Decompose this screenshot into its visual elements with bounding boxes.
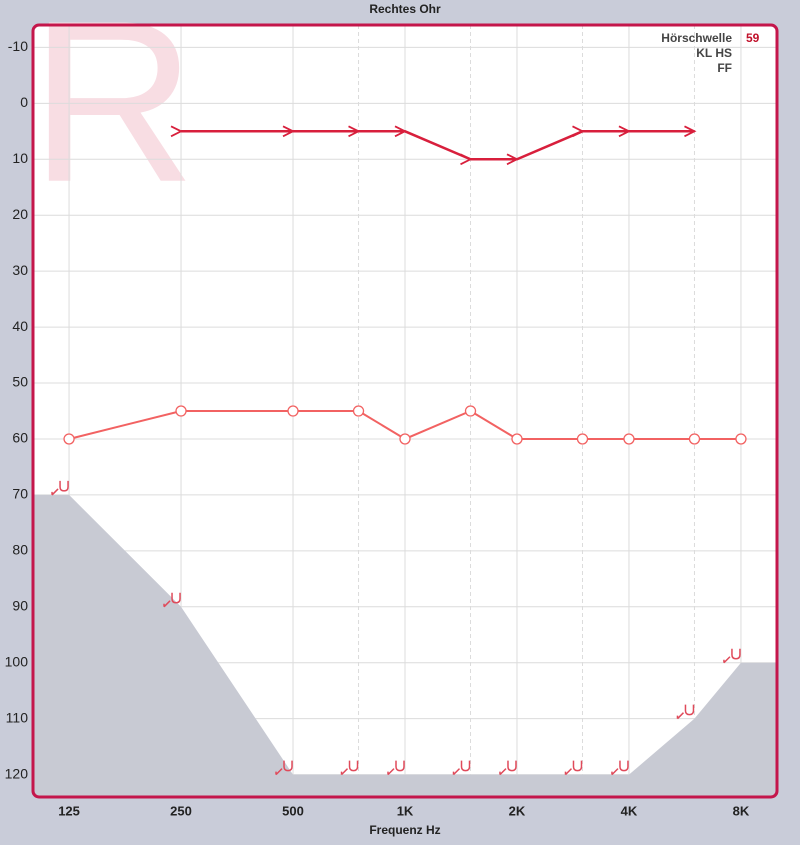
air-marker	[175, 405, 187, 417]
x-tick-label: 250	[170, 803, 192, 818]
x-tick-label: 125	[58, 803, 80, 818]
no-response-marker	[387, 760, 405, 776]
no-response-marker	[275, 760, 293, 776]
y-tick-label: -10	[8, 38, 28, 54]
air-marker	[623, 433, 635, 445]
bone-marker	[394, 125, 408, 138]
no-response-marker	[676, 704, 695, 720]
no-response-marker	[452, 760, 471, 776]
y-tick-label: 110	[6, 709, 29, 725]
x-tick-label: 4K	[621, 803, 638, 818]
air-marker	[63, 433, 75, 445]
bone-marker	[460, 153, 473, 166]
legend-label: KL HS	[696, 46, 732, 60]
no-response-marker	[163, 592, 181, 608]
limit-area	[34, 494, 776, 796]
y-tick-label: 120	[5, 765, 29, 781]
watermark: R	[30, 0, 196, 230]
y-tick-label: 100	[5, 653, 29, 669]
air-marker	[576, 433, 589, 445]
legend-value: 59	[746, 31, 760, 45]
y-tick-label: 10	[12, 150, 28, 166]
legend-label: Hörschwelle	[661, 31, 732, 45]
air-marker	[511, 433, 523, 445]
bone-marker	[618, 125, 631, 138]
plot-frame	[31, 23, 779, 799]
x-tick-label: 8K	[733, 803, 750, 818]
bone-marker	[170, 125, 184, 138]
no-response-marker	[611, 760, 629, 776]
x-axis-label: Frequenz Hz	[369, 823, 440, 837]
air-marker	[735, 433, 747, 445]
air-marker	[352, 405, 365, 417]
x-tick-label: 500	[282, 803, 304, 818]
air-marker	[287, 405, 299, 417]
y-tick-label: 40	[12, 318, 28, 334]
bone-marker	[282, 125, 296, 138]
bone-marker	[348, 125, 361, 138]
y-tick-label: 20	[12, 206, 28, 222]
x-tick-label: 1K	[397, 803, 414, 818]
y-tick-label: 50	[12, 374, 28, 390]
y-tick-label: 70	[12, 486, 28, 502]
chart-title: Rechtes Ohr	[369, 2, 441, 16]
y-tick-label: 80	[12, 542, 28, 558]
no-response-marker	[51, 480, 69, 496]
bone-marker	[684, 125, 697, 138]
y-tick-label: 0	[20, 94, 28, 110]
y-tick-label: 90	[12, 598, 28, 614]
y-tick-label: 30	[12, 262, 28, 278]
no-response-marker	[499, 760, 517, 776]
no-response-marker	[723, 648, 741, 664]
no-response-marker	[564, 760, 583, 776]
air-marker	[464, 405, 477, 417]
air-marker	[688, 433, 701, 445]
air-marker	[399, 433, 411, 445]
bone-marker	[572, 125, 585, 138]
legend-label: FF	[717, 61, 732, 75]
bone-marker	[506, 153, 519, 166]
y-tick-label: 60	[12, 430, 28, 446]
no-response-marker	[340, 760, 359, 776]
x-tick-label: 2K	[509, 803, 526, 818]
